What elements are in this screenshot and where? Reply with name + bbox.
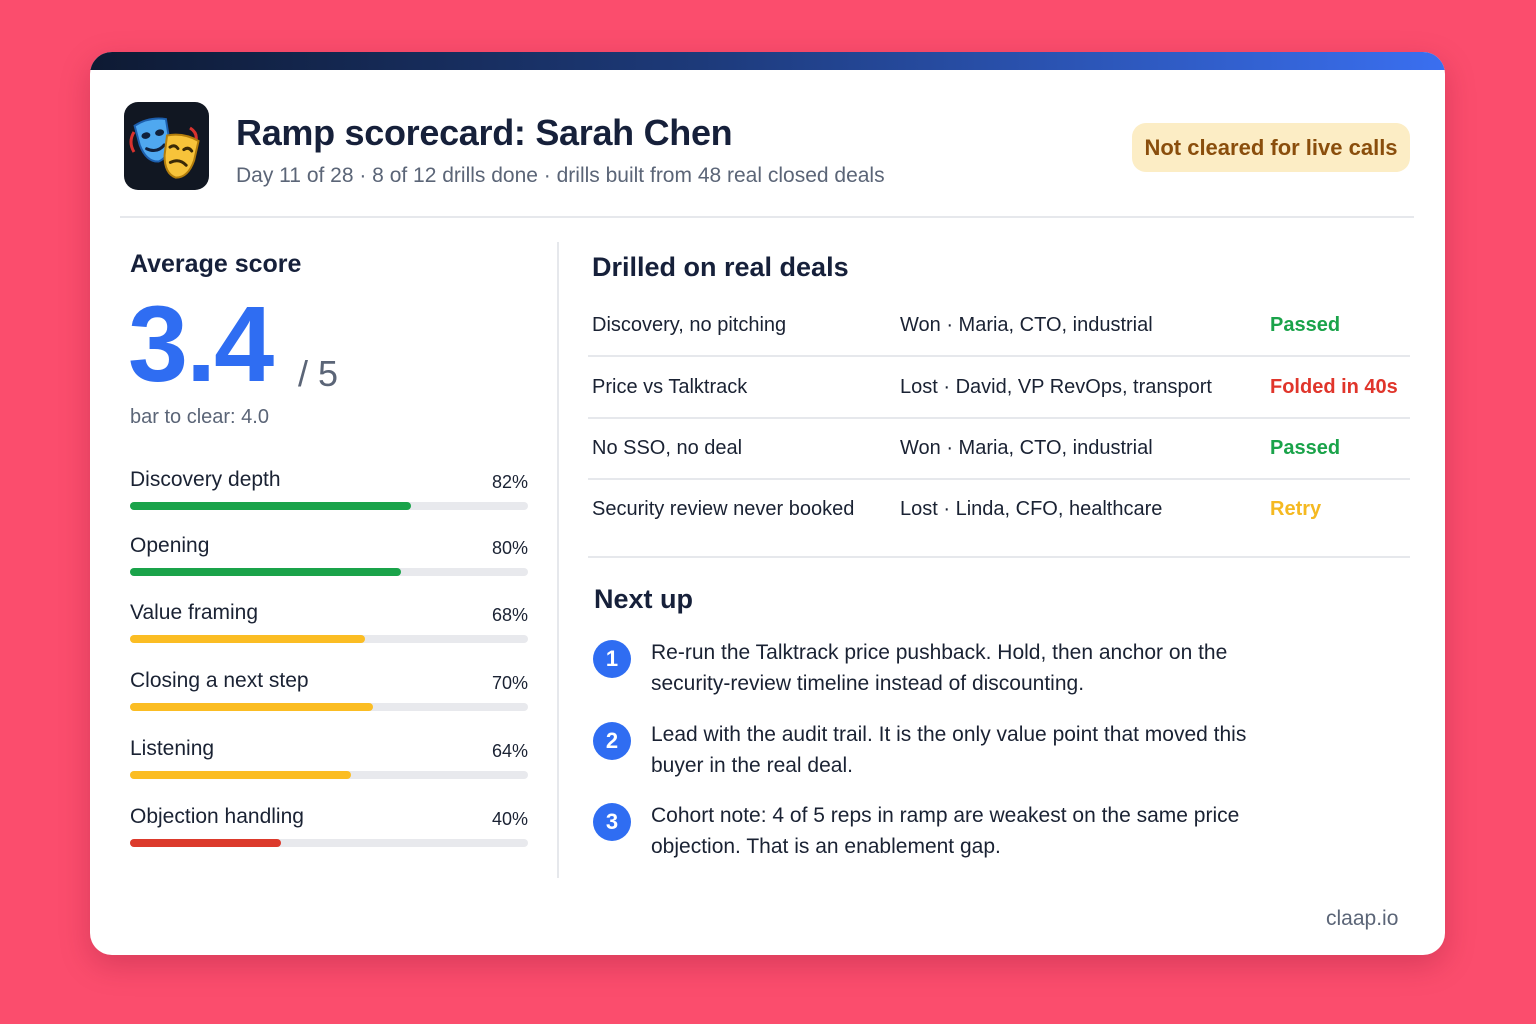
column-divider bbox=[557, 242, 559, 878]
drill-status: Passed bbox=[1270, 314, 1341, 336]
skill-name: Value framing bbox=[130, 601, 259, 624]
step-number: 3 bbox=[593, 803, 631, 841]
brand-footer: claap.io bbox=[1326, 907, 1399, 930]
drill-status: Passed bbox=[1270, 437, 1341, 459]
page-title: Ramp scorecard: Sarah Chen bbox=[236, 112, 733, 153]
scorecard-card: Ramp scorecard: Sarah Chen Day 11 of 28 … bbox=[90, 52, 1445, 955]
skill-progress-track bbox=[130, 771, 528, 779]
step-text: Re-run the Talktrack price pushback. Hol… bbox=[651, 641, 1228, 695]
skill-progress-track bbox=[130, 703, 528, 711]
skill-progress-fill bbox=[130, 771, 351, 779]
skill-percent: 64% bbox=[491, 741, 528, 761]
deal-info: Lost · David, VP RevOps, transport bbox=[900, 376, 1212, 398]
step-text: Lead with the audit trail. It is the onl… bbox=[651, 723, 1247, 777]
skill-name: Closing a next step bbox=[130, 669, 309, 692]
drill-status: Folded in 40s bbox=[1270, 376, 1398, 398]
skill-row: Value framing 68% bbox=[130, 601, 528, 651]
step-number: 2 bbox=[593, 722, 631, 760]
bar-to-clear: bar to clear: 4.0 bbox=[130, 406, 269, 428]
skill-progress-track bbox=[130, 502, 528, 510]
status-badge: Not cleared for live calls bbox=[1132, 123, 1410, 172]
skill-percent: 80% bbox=[491, 538, 528, 558]
skill-row: Objection handling 40% bbox=[130, 805, 528, 855]
average-score-max: / 5 bbox=[298, 353, 339, 394]
average-score-label: Average score bbox=[130, 250, 302, 278]
theater-masks-graphic bbox=[129, 117, 200, 179]
skill-progress-track bbox=[130, 635, 528, 643]
table-row: Security review never booked Lost · Lind… bbox=[588, 480, 1410, 558]
skill-name: Objection handling bbox=[130, 805, 304, 828]
header-divider bbox=[120, 216, 1414, 218]
average-score-value: 3.4 bbox=[128, 283, 274, 404]
skill-name: Listening bbox=[130, 737, 215, 760]
deal-info: Won · Maria, CTO, industrial bbox=[900, 314, 1153, 336]
skill-row: Closing a next step 70% bbox=[130, 669, 528, 719]
skill-name: Discovery depth bbox=[130, 468, 281, 491]
skill-percent: 82% bbox=[491, 472, 528, 492]
table-row: Price vs Talktrack Lost · David, VP RevO… bbox=[588, 358, 1410, 419]
step-number: 1 bbox=[593, 640, 631, 678]
skill-row: Opening 80% bbox=[130, 534, 528, 584]
deals-section-title: Drilled on real deals bbox=[592, 252, 849, 282]
skill-progress-fill bbox=[130, 635, 365, 643]
skill-percent: 70% bbox=[491, 673, 528, 693]
skill-percent: 68% bbox=[491, 605, 528, 625]
drill-name: Price vs Talktrack bbox=[592, 376, 748, 398]
table-row: Discovery, no pitching Won · Maria, CTO,… bbox=[588, 296, 1410, 357]
deal-info: Won · Maria, CTO, industrial bbox=[900, 437, 1153, 459]
accent-bar bbox=[90, 52, 1445, 70]
drill-status: Retry bbox=[1270, 498, 1322, 520]
skill-row: Listening 64% bbox=[130, 737, 528, 787]
drill-name: Discovery, no pitching bbox=[592, 314, 787, 336]
deal-info: Lost · Linda, CFO, healthcare bbox=[900, 498, 1163, 520]
drill-name: Security review never booked bbox=[592, 498, 855, 520]
skill-row: Discovery depth 82% bbox=[130, 468, 528, 518]
theater-masks-icon bbox=[124, 102, 209, 190]
skill-percent: 40% bbox=[491, 809, 528, 829]
skill-progress-fill bbox=[130, 703, 373, 711]
skill-progress-track bbox=[130, 839, 528, 847]
step-text: Cohort note: 4 of 5 reps in ramp are wea… bbox=[651, 804, 1240, 858]
skill-name: Opening bbox=[130, 534, 210, 557]
table-row: No SSO, no deal Won · Maria, CTO, indust… bbox=[588, 419, 1410, 480]
skill-progress-track bbox=[130, 568, 528, 576]
drill-name: No SSO, no deal bbox=[592, 437, 743, 459]
skill-progress-fill bbox=[130, 568, 401, 576]
skill-progress-fill bbox=[130, 839, 282, 847]
next-up-title: Next up bbox=[594, 584, 694, 614]
skill-progress-fill bbox=[130, 502, 411, 510]
page-subtitle: Day 11 of 28 · 8 of 12 drills done · dri… bbox=[236, 164, 885, 187]
